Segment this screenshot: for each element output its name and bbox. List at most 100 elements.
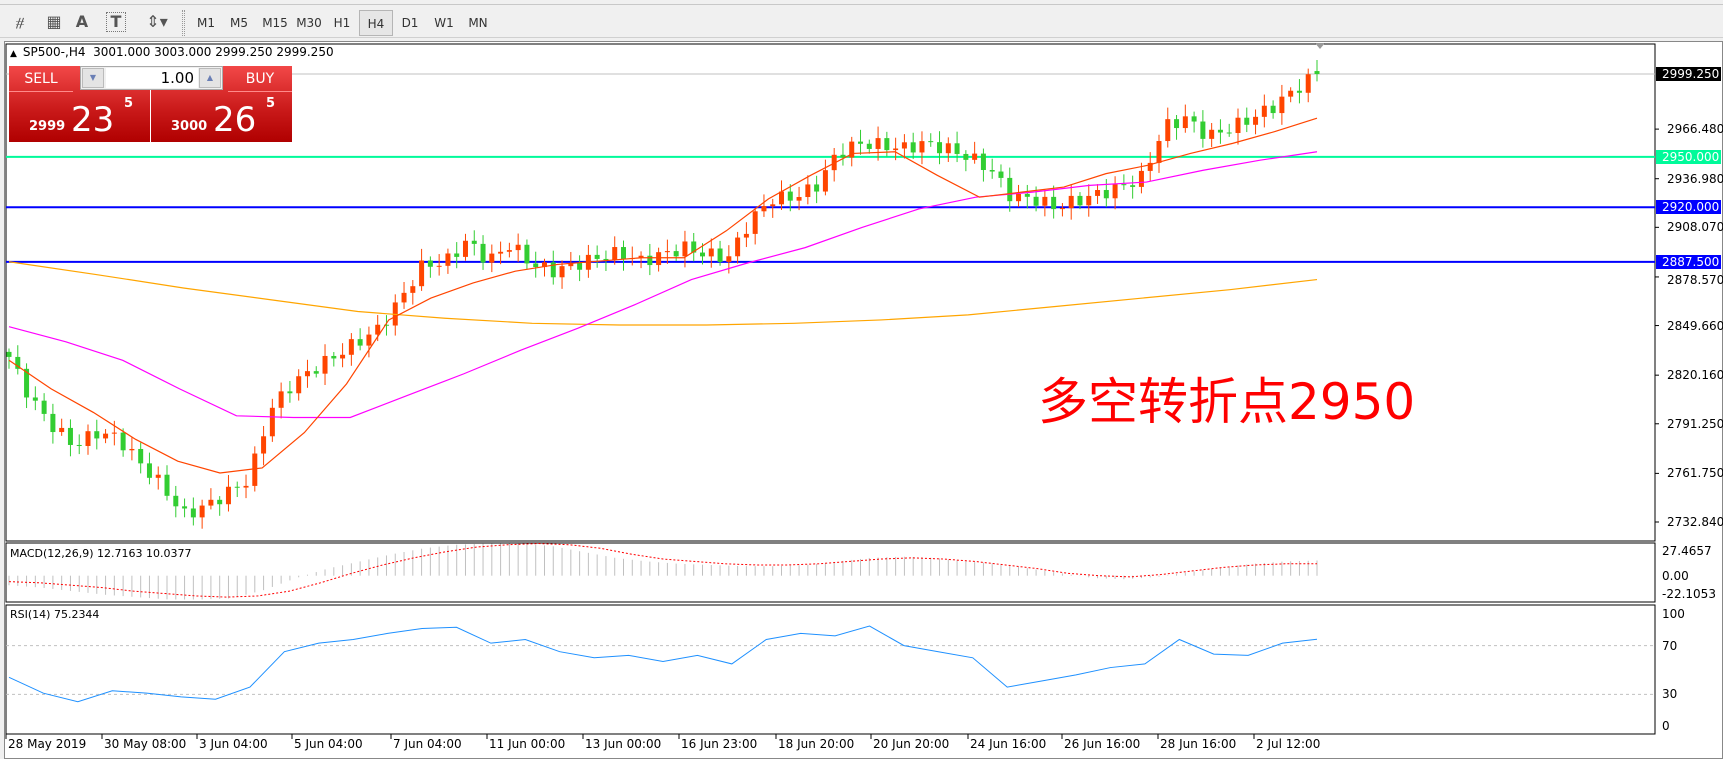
candle-body[interactable] [1024,193,1030,197]
candle-body[interactable] [436,265,442,267]
candle-body[interactable] [1112,184,1118,199]
timeframe-m5[interactable]: M5 [230,16,248,30]
text-tool-icon[interactable]: A [75,12,89,31]
candle-body[interactable] [541,262,547,268]
candle-body[interactable] [357,339,363,346]
candle-body[interactable] [445,253,451,266]
candle-body[interactable] [937,142,943,154]
candle-body[interactable] [866,143,872,149]
candle-body[interactable] [945,143,951,154]
candle-body[interactable] [199,505,205,518]
candle-body[interactable] [1217,129,1223,133]
candle-body[interactable] [85,431,91,447]
candle-body[interactable] [6,351,12,357]
candle-body[interactable] [164,474,170,496]
candle-body[interactable] [779,191,785,205]
candle-body[interactable] [296,376,302,394]
candle-body[interactable] [954,143,960,154]
candle-body[interactable] [471,240,477,244]
candle-body[interactable] [577,263,583,270]
timeframe-mn[interactable]: MN [468,16,488,30]
candle-body[interactable] [1130,185,1136,187]
candle-body[interactable] [410,286,416,293]
candle-body[interactable] [682,241,688,257]
candle-body[interactable] [50,413,56,433]
candle-body[interactable] [893,148,899,151]
fibonacci-expansion-icon[interactable]: ⧣ [15,12,25,31]
timeframe-h1[interactable]: H1 [333,16,351,30]
candle-body[interactable] [1033,196,1039,206]
lot-increase-button[interactable]: ▲ [199,68,221,88]
candle-body[interactable] [533,263,539,268]
candle-body[interactable] [1165,119,1171,142]
candle-body[interactable] [103,433,109,439]
candle-body[interactable] [1138,170,1144,187]
candle-body[interactable] [884,138,890,151]
candle-body[interactable] [173,495,179,507]
candle-body[interactable] [480,243,486,263]
candle-body[interactable] [568,263,574,267]
candle-body[interactable] [76,444,82,447]
candle-body[interactable] [1174,119,1180,129]
candle-body[interactable] [1270,105,1276,114]
arrows-icon[interactable]: ⇕▾ [146,12,168,31]
chart-window[interactable] [4,41,1723,759]
candle-body[interactable] [691,241,697,253]
candle-body[interactable] [822,170,828,192]
candle-body[interactable] [524,244,530,264]
candle-body[interactable] [1235,117,1241,134]
candle-body[interactable] [225,486,231,505]
candle-body[interactable] [726,256,732,262]
candle-body[interactable] [515,244,521,251]
candle-body[interactable] [94,431,100,439]
candle-body[interactable] [1156,141,1162,163]
candle-body[interactable] [366,334,372,346]
candle-body[interactable] [1209,129,1215,139]
candle-body[interactable] [989,170,995,172]
candle-body[interactable] [910,142,916,153]
candle-body[interactable] [647,255,653,266]
candle-body[interactable] [858,141,864,144]
candle-body[interactable] [700,252,706,257]
candle-body[interactable] [331,355,337,359]
chart-shift-marker-icon[interactable] [1315,43,1325,49]
text-label-icon[interactable]: T [106,12,126,32]
candle-body[interactable] [612,247,618,261]
candle-body[interactable] [875,138,881,149]
candle-body[interactable] [138,448,144,464]
candle-body[interactable] [796,197,802,201]
candle-body[interactable] [340,354,346,359]
candle-body[interactable] [980,153,986,171]
candle-body[interactable] [1244,117,1250,125]
candle-body[interactable] [752,211,758,234]
candle-body[interactable] [1059,208,1065,210]
candle-body[interactable] [182,506,188,509]
candle-body[interactable] [322,355,328,374]
candle-body[interactable] [129,448,135,451]
chart-annotation-text[interactable]: 多空转折点2950 [1038,373,1416,431]
candle-body[interactable] [419,260,425,287]
candle-body[interactable] [278,391,284,408]
candle-body[interactable] [901,142,907,149]
candle-body[interactable] [1182,116,1188,129]
candle-body[interactable] [919,141,925,153]
candle-body[interactable] [735,237,741,257]
candle-body[interactable] [120,432,126,451]
timeframe-m15[interactable]: M15 [262,16,288,30]
candle-body[interactable] [15,356,21,369]
candle-body[interactable] [401,292,407,303]
timeframe-m1[interactable]: M1 [197,16,215,30]
candle-body[interactable] [743,233,749,238]
candle-body[interactable] [498,251,504,254]
candle-body[interactable] [814,184,820,192]
candle-body[interactable] [32,397,38,401]
candle-body[interactable] [1086,195,1092,206]
candle-body[interactable] [506,250,512,252]
candle-body[interactable] [673,251,679,257]
candle-body[interactable] [1305,74,1311,93]
candle-body[interactable] [761,206,767,212]
candle-body[interactable] [287,391,293,394]
candle-body[interactable] [1147,162,1153,171]
timeframe-w1[interactable]: W1 [434,16,454,30]
